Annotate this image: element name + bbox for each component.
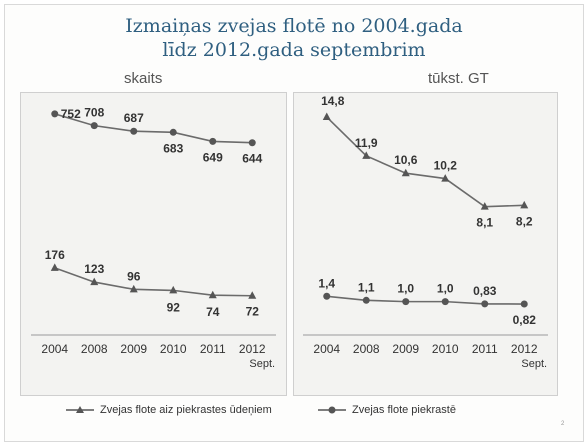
circle-point: [362, 296, 370, 304]
left-chart-panel: 2004 2008 2009 2010 2011 2012 Sept. 176 123 96 92 7…: [20, 92, 287, 396]
left-chart-title: skaits: [124, 70, 163, 87]
triangle-point: [208, 290, 217, 299]
data-label: 123: [84, 262, 104, 276]
data-label: 0,83: [473, 284, 497, 298]
circle-point: [248, 139, 256, 147]
legend-label-outside: Zvejas flote aiz piekrastes ūdeņiem: [100, 404, 272, 416]
circle-marker-icon: [318, 406, 346, 414]
series-line-outside: [326, 116, 525, 208]
x-tick-label: 2008: [353, 342, 380, 356]
circle-point: [130, 127, 138, 135]
data-label: 10,2: [434, 159, 458, 173]
circle-point: [481, 300, 489, 308]
data-label: 683: [163, 141, 183, 155]
triangle-point: [90, 277, 99, 286]
data-label: 96: [127, 269, 141, 283]
x-tick-label: 2012: [239, 342, 266, 356]
circle-point: [209, 137, 217, 145]
data-label: 1,1: [358, 280, 375, 294]
triangle-point: [169, 285, 178, 294]
right-chart-title: tūkst. GT: [428, 70, 489, 87]
triangle-point: [520, 200, 529, 209]
circle-point: [51, 110, 59, 118]
circle-point: [323, 292, 331, 300]
slide-title-line-2: līdz 2012.gada septembrim: [162, 39, 426, 61]
triangle-point: [480, 202, 489, 210]
data-label: 1,0: [397, 282, 414, 296]
x-tick-label: Sept.: [521, 358, 547, 370]
x-tick-label: 2004: [41, 342, 68, 356]
data-label: 176: [45, 248, 65, 262]
data-label: 752: [61, 107, 81, 121]
x-tick-label: 2012: [511, 342, 538, 356]
data-label: 687: [124, 111, 144, 125]
triangle-point: [248, 291, 257, 299]
legend-label-coastal: Zvejas flote piekrastē: [352, 404, 456, 416]
circle-point: [169, 128, 177, 136]
circle-point: [90, 122, 98, 130]
data-label: 92: [167, 300, 181, 314]
data-label: 10,6: [394, 153, 418, 167]
triangle-point: [362, 151, 371, 159]
data-label: 8,1: [476, 216, 493, 230]
data-label: 8,2: [516, 214, 533, 228]
data-label: 644: [242, 152, 262, 166]
series-line-coastal: [326, 295, 525, 305]
count-line-chart: 2004 2008 2009 2010 2011 2012 Sept. 176 123 96 92 7…: [31, 106, 276, 370]
triangle-point: [322, 112, 331, 121]
data-label: 708: [84, 106, 104, 120]
data-label: 1,0: [437, 282, 454, 296]
x-tick-label: 2011: [200, 342, 226, 356]
x-tick-label: 2008: [81, 342, 108, 356]
x-tick-label: 2011: [472, 342, 498, 356]
data-label: 72: [246, 305, 260, 319]
data-label: 1,4: [318, 276, 335, 290]
legend-coastal: Zvejas flote piekrastē: [318, 404, 456, 416]
series-line-coastal: [54, 113, 253, 144]
triangle-point: [401, 168, 410, 177]
circle-point: [441, 298, 449, 306]
triangle-point: [50, 263, 59, 271]
circle-point: [402, 298, 410, 306]
x-tick-label: 2010: [432, 342, 459, 356]
page-number: 2: [561, 421, 565, 427]
tonnage-line-chart: 2004 2008 2009 2010 2011 2012 Sept. 14,8 11,9 10,…: [303, 94, 548, 370]
data-label: 14,8: [321, 94, 345, 108]
slide-title-line-1: Izmaiņas zvejas flotē no 2004.gada: [125, 15, 463, 37]
x-tick-label: 2009: [392, 342, 419, 356]
triangle-marker-icon: [66, 406, 94, 413]
right-chart-panel: 2004 2008 2009 2010 2011 2012 Sept. 14,8 11,9 10,…: [293, 92, 558, 396]
data-label: 11,9: [355, 136, 378, 150]
data-label: 74: [206, 305, 220, 319]
x-tick-label: 2010: [160, 342, 187, 356]
triangle-point: [441, 174, 450, 182]
triangle-point: [129, 284, 138, 293]
x-tick-label: Sept.: [249, 358, 275, 370]
x-tick-label: 2004: [313, 342, 340, 356]
legend-outside: Zvejas flote aiz piekrastes ūdeņiem: [66, 404, 272, 416]
x-tick-label: 2009: [120, 342, 147, 356]
data-label: 649: [203, 150, 223, 164]
data-label: 0,82: [513, 313, 537, 327]
circle-point: [520, 300, 528, 308]
series-line-outside: [54, 267, 253, 297]
